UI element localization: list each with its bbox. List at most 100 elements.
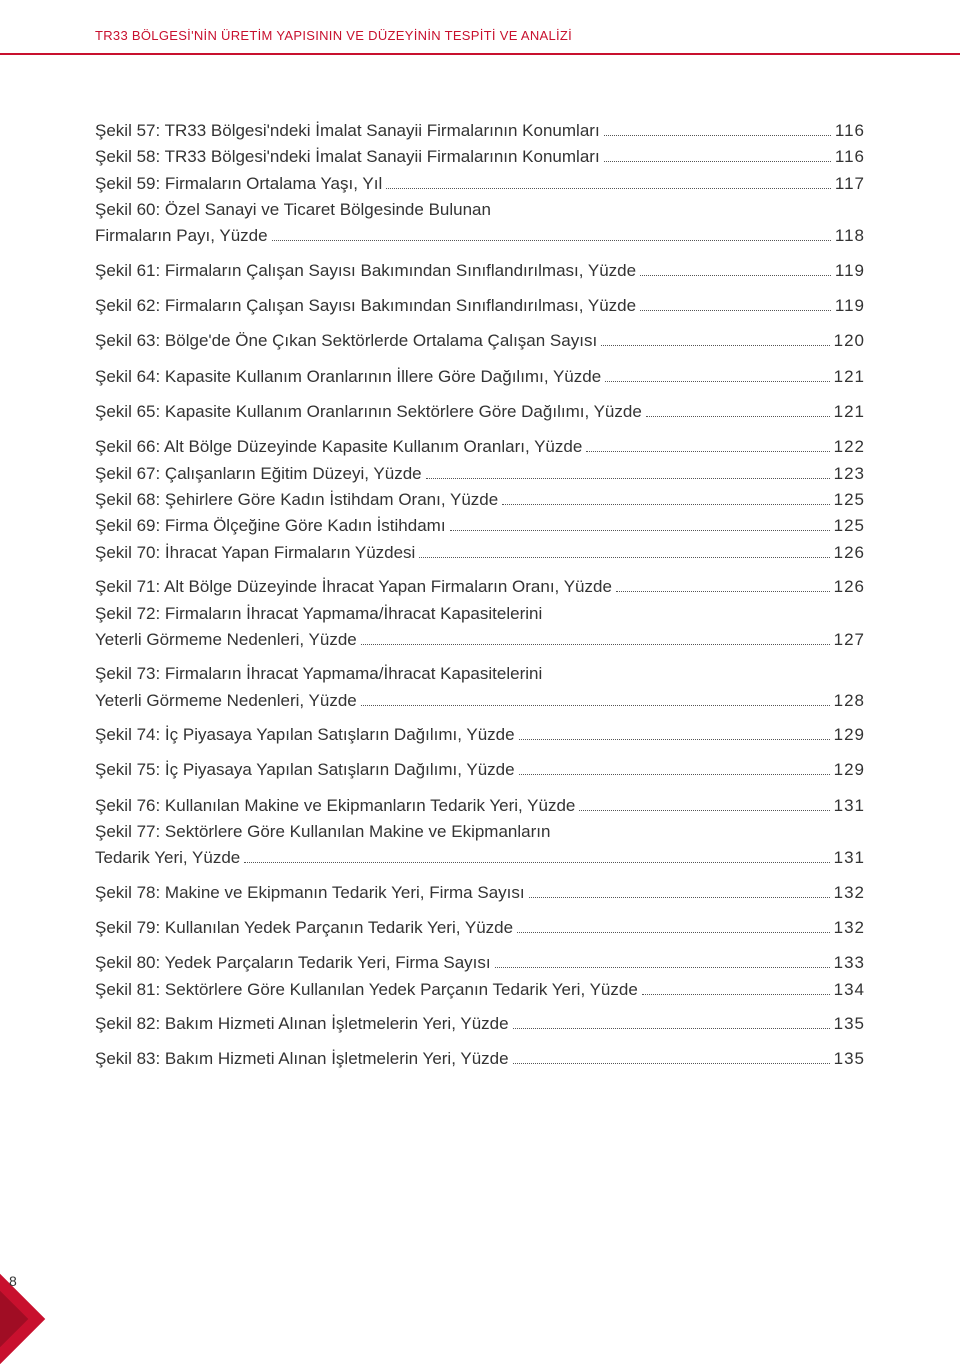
toc-entry: Şekil 65: Kapasite Kullanım Oranlarının …	[95, 399, 865, 425]
toc-entry-page: 119	[835, 258, 865, 284]
toc-entry-page: 121	[834, 364, 865, 390]
toc-entry-label: Şekil 69: Firma Ölçeğine Göre Kadın İsti…	[95, 513, 446, 539]
toc-leaders	[604, 146, 831, 162]
toc-entry: Şekil 68: Şehirlere Göre Kadın İstihdam …	[95, 487, 865, 513]
toc-leaders	[244, 847, 829, 863]
toc-entry-label: Şekil 80: Yedek Parçaların Tedarik Yeri,…	[95, 950, 491, 976]
toc-entry-label: Firmaların Payı, Yüzde	[95, 223, 268, 249]
toc-leaders	[640, 295, 831, 311]
toc-entry-page: 132	[834, 880, 865, 906]
toc-leaders	[640, 259, 831, 275]
toc-entry-page: 125	[834, 487, 865, 513]
toc-entry: Şekil 76: Kullanılan Makine ve Ekipmanla…	[95, 793, 865, 819]
toc-entry-page: 132	[834, 915, 865, 941]
toc-group: Şekil 62: Firmaların Çalışan Sayısı Bakı…	[95, 293, 865, 319]
toc-entry-label: Yeterli Görmeme Nedenleri, Yüzde	[95, 688, 357, 714]
toc-leaders	[386, 172, 831, 188]
toc-entry-page: 135	[834, 1046, 865, 1072]
toc-group: Şekil 57: TR33 Bölgesi'ndeki İmalat Sana…	[95, 118, 865, 250]
toc-entry-page: 116	[835, 118, 865, 144]
toc-leaders	[605, 365, 829, 381]
header-title: TR33 BÖLGESİ'NİN ÜRETİM YAPISININ VE DÜZ…	[95, 28, 572, 43]
toc-leaders	[450, 515, 830, 531]
page-header: TR33 BÖLGESİ'NİN ÜRETİM YAPISININ VE DÜZ…	[0, 0, 960, 58]
table-of-contents: Şekil 57: TR33 Bölgesi'ndeki İmalat Sana…	[0, 58, 960, 1073]
toc-entry: Şekil 78: Makine ve Ekipmanın Tedarik Ye…	[95, 880, 865, 906]
toc-group: Şekil 71: Alt Bölge Düzeyinde İhracat Ya…	[95, 574, 865, 653]
toc-entry: Şekil 63: Bölge'de Öne Çıkan Sektörlerde…	[95, 328, 865, 354]
toc-entry: Şekil 75: İç Piyasaya Yapılan Satışların…	[95, 757, 865, 783]
toc-entry-label: Şekil 63: Bölge'de Öne Çıkan Sektörlerde…	[95, 328, 597, 354]
toc-entry-label: Şekil 61: Firmaların Çalışan Sayısı Bakı…	[95, 258, 636, 284]
toc-entry-preline: Şekil 77: Sektörlere Göre Kullanılan Mak…	[95, 819, 865, 845]
toc-entry: Şekil 58: TR33 Bölgesi'ndeki İmalat Sana…	[95, 144, 865, 170]
toc-entry-page: 119	[835, 293, 865, 319]
toc-entry-label: Şekil 83: Bakım Hizmeti Alınan İşletmele…	[95, 1046, 509, 1072]
toc-leaders	[517, 917, 830, 933]
page-number-corner: 8	[0, 1255, 64, 1319]
toc-entry: Şekil 81: Sektörlere Göre Kullanılan Yed…	[95, 977, 865, 1003]
toc-entry: Şekil 64: Kapasite Kullanım Oranlarının …	[95, 364, 865, 390]
toc-entry: Şekil 67: Çalışanların Eğitim Düzeyi, Yü…	[95, 461, 865, 487]
toc-entry-page: 127	[834, 627, 865, 653]
toc-leaders	[616, 576, 830, 592]
toc-entry: Şekil 79: Kullanılan Yedek Parçanın Teda…	[95, 915, 865, 941]
toc-entry-page: 121	[834, 399, 865, 425]
toc-group: Şekil 82: Bakım Hizmeti Alınan İşletmele…	[95, 1011, 865, 1037]
toc-group: Şekil 75: İç Piyasaya Yapılan Satışların…	[95, 757, 865, 783]
toc-group: Şekil 66: Alt Bölge Düzeyinde Kapasite K…	[95, 434, 865, 566]
toc-leaders	[426, 462, 830, 478]
toc-leaders	[495, 952, 830, 968]
toc-entry-label: Şekil 74: İç Piyasaya Yapılan Satışların…	[95, 722, 515, 748]
toc-entry: Şekil 74: İç Piyasaya Yapılan Satışların…	[95, 722, 865, 748]
toc-group: Şekil 79: Kullanılan Yedek Parçanın Teda…	[95, 915, 865, 941]
toc-entry-label: Şekil 75: İç Piyasaya Yapılan Satışların…	[95, 757, 515, 783]
toc-group: Şekil 63: Bölge'de Öne Çıkan Sektörlerde…	[95, 328, 865, 354]
toc-leaders	[513, 1048, 830, 1064]
toc-entry-label: Şekil 58: TR33 Bölgesi'ndeki İmalat Sana…	[95, 144, 600, 170]
toc-group: Şekil 83: Bakım Hizmeti Alınan İşletmele…	[95, 1046, 865, 1072]
toc-entry-page: 126	[834, 574, 865, 600]
toc-entry-label: Şekil 81: Sektörlere Göre Kullanılan Yed…	[95, 977, 638, 1003]
toc-leaders	[519, 724, 830, 740]
toc-entry-page: 122	[834, 434, 865, 460]
toc-entry-preline: Şekil 73: Firmaların İhracat Yapmama/İhr…	[95, 661, 865, 687]
toc-entry-page: 131	[834, 845, 865, 871]
toc-entry-label: Şekil 79: Kullanılan Yedek Parçanın Teda…	[95, 915, 513, 941]
toc-entry-page: 125	[834, 513, 865, 539]
toc-leaders	[502, 489, 829, 505]
toc-leaders	[586, 436, 829, 452]
toc-leaders	[513, 1013, 830, 1029]
toc-leaders	[529, 881, 830, 897]
toc-entry-label: Şekil 64: Kapasite Kullanım Oranlarının …	[95, 364, 601, 390]
toc-entry: Firmaların Payı, Yüzde118	[95, 223, 865, 249]
toc-entry-label: Şekil 68: Şehirlere Göre Kadın İstihdam …	[95, 487, 498, 513]
toc-entry: Şekil 66: Alt Bölge Düzeyinde Kapasite K…	[95, 434, 865, 460]
toc-entry: Şekil 61: Firmaların Çalışan Sayısı Bakı…	[95, 258, 865, 284]
toc-entry-page: 129	[834, 722, 865, 748]
toc-entry: Şekil 57: TR33 Bölgesi'ndeki İmalat Sana…	[95, 118, 865, 144]
toc-entry-label: Şekil 67: Çalışanların Eğitim Düzeyi, Yü…	[95, 461, 422, 487]
document-page: TR33 BÖLGESİ'NİN ÜRETİM YAPISININ VE DÜZ…	[0, 0, 960, 1319]
toc-group: Şekil 78: Makine ve Ekipmanın Tedarik Ye…	[95, 880, 865, 906]
toc-leaders	[361, 689, 830, 705]
toc-group: Şekil 61: Firmaların Çalışan Sayısı Bakı…	[95, 258, 865, 284]
toc-entry-label: Şekil 76: Kullanılan Makine ve Ekipmanla…	[95, 793, 575, 819]
toc-group: Şekil 80: Yedek Parçaların Tedarik Yeri,…	[95, 950, 865, 1003]
toc-entry-label: Tedarik Yeri, Yüzde	[95, 845, 240, 871]
page-number: 8	[9, 1273, 17, 1289]
toc-entry-page: 131	[834, 793, 865, 819]
toc-entry: Şekil 59: Firmaların Ortalama Yaşı, Yıl1…	[95, 171, 865, 197]
toc-entry-label: Şekil 59: Firmaların Ortalama Yaşı, Yıl	[95, 171, 382, 197]
toc-entry: Şekil 62: Firmaların Çalışan Sayısı Bakı…	[95, 293, 865, 319]
toc-leaders	[604, 120, 831, 136]
toc-group: Şekil 64: Kapasite Kullanım Oranlarının …	[95, 364, 865, 390]
toc-entry-label: Şekil 66: Alt Bölge Düzeyinde Kapasite K…	[95, 434, 582, 460]
toc-entry-page: 120	[834, 328, 865, 354]
toc-entry: Şekil 70: İhracat Yapan Firmaların Yüzde…	[95, 540, 865, 566]
toc-entry: Şekil 69: Firma Ölçeğine Göre Kadın İsti…	[95, 513, 865, 539]
toc-entry: Şekil 83: Bakım Hizmeti Alınan İşletmele…	[95, 1046, 865, 1072]
toc-group: Şekil 74: İç Piyasaya Yapılan Satışların…	[95, 722, 865, 748]
toc-entry: Şekil 71: Alt Bölge Düzeyinde İhracat Ya…	[95, 574, 865, 600]
toc-entry: Şekil 80: Yedek Parçaların Tedarik Yeri,…	[95, 950, 865, 976]
